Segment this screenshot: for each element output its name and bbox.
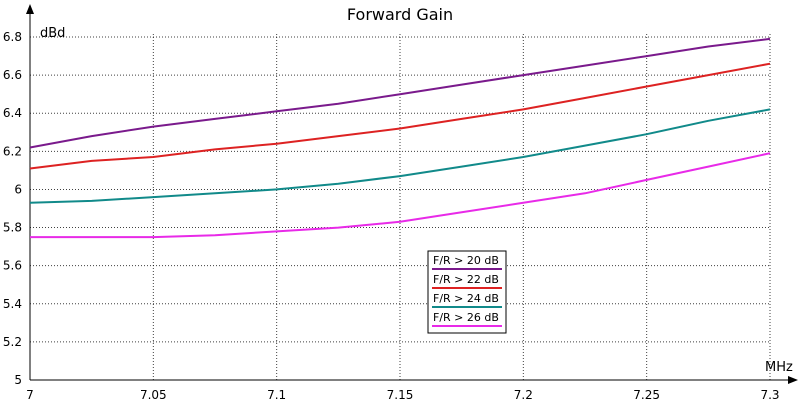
legend-label: F/R > 22 dB	[433, 273, 499, 286]
y-axis-unit: dBd	[40, 26, 65, 41]
series-line-2	[29, 62, 771, 170]
x-tick-label: 7	[26, 388, 34, 400]
y-tick-label: 6.8	[3, 30, 22, 44]
series-line-3	[29, 108, 771, 204]
x-tick-label: 7.05	[140, 388, 167, 400]
y-tick-label: 5.8	[3, 221, 22, 235]
legend-label: F/R > 24 dB	[433, 292, 499, 305]
y-tick-label: 6.6	[3, 68, 22, 82]
y-tick-label: 6.2	[3, 144, 22, 158]
chart-title: Forward Gain	[347, 5, 453, 24]
legend-label: F/R > 26 dB	[433, 311, 499, 324]
legend-label: F/R > 20 dB	[433, 254, 499, 267]
legend-box	[427, 250, 507, 334]
x-tick-label: 7.3	[760, 388, 779, 400]
x-tick-label: 7.2	[514, 388, 533, 400]
x-tick-label: 7.1	[267, 388, 286, 400]
y-tick-label: 6	[14, 182, 22, 196]
tick-labels: 5 5.2 5.4 5.6 5.8 6 6.2 6.4 6.6 6.8 7 7.05 7.1 7.15 7.…	[3, 30, 780, 400]
y-tick-label: 5.4	[3, 297, 22, 311]
grid	[30, 34, 771, 380]
series-line-1	[29, 37, 771, 149]
x-tick-label: 7.25	[633, 388, 660, 400]
x-axis-arrow	[788, 376, 798, 384]
x-axis-unit: MHz	[765, 360, 793, 375]
series-lines	[29, 37, 771, 239]
y-tick-label: 6.4	[3, 106, 22, 120]
y-tick-label: 5.2	[3, 335, 22, 349]
series-line-4	[30, 152, 771, 239]
axes	[26, 4, 798, 384]
legend: F/R > 20 dB F/R > 22 dB F/R > 24 dB F/R > 2…	[427, 250, 507, 334]
y-tick-label: 5.6	[3, 259, 22, 273]
x-tick-label: 7.15	[387, 388, 414, 400]
y-tick-label: 5	[14, 373, 22, 387]
y-axis-arrow	[26, 4, 34, 14]
